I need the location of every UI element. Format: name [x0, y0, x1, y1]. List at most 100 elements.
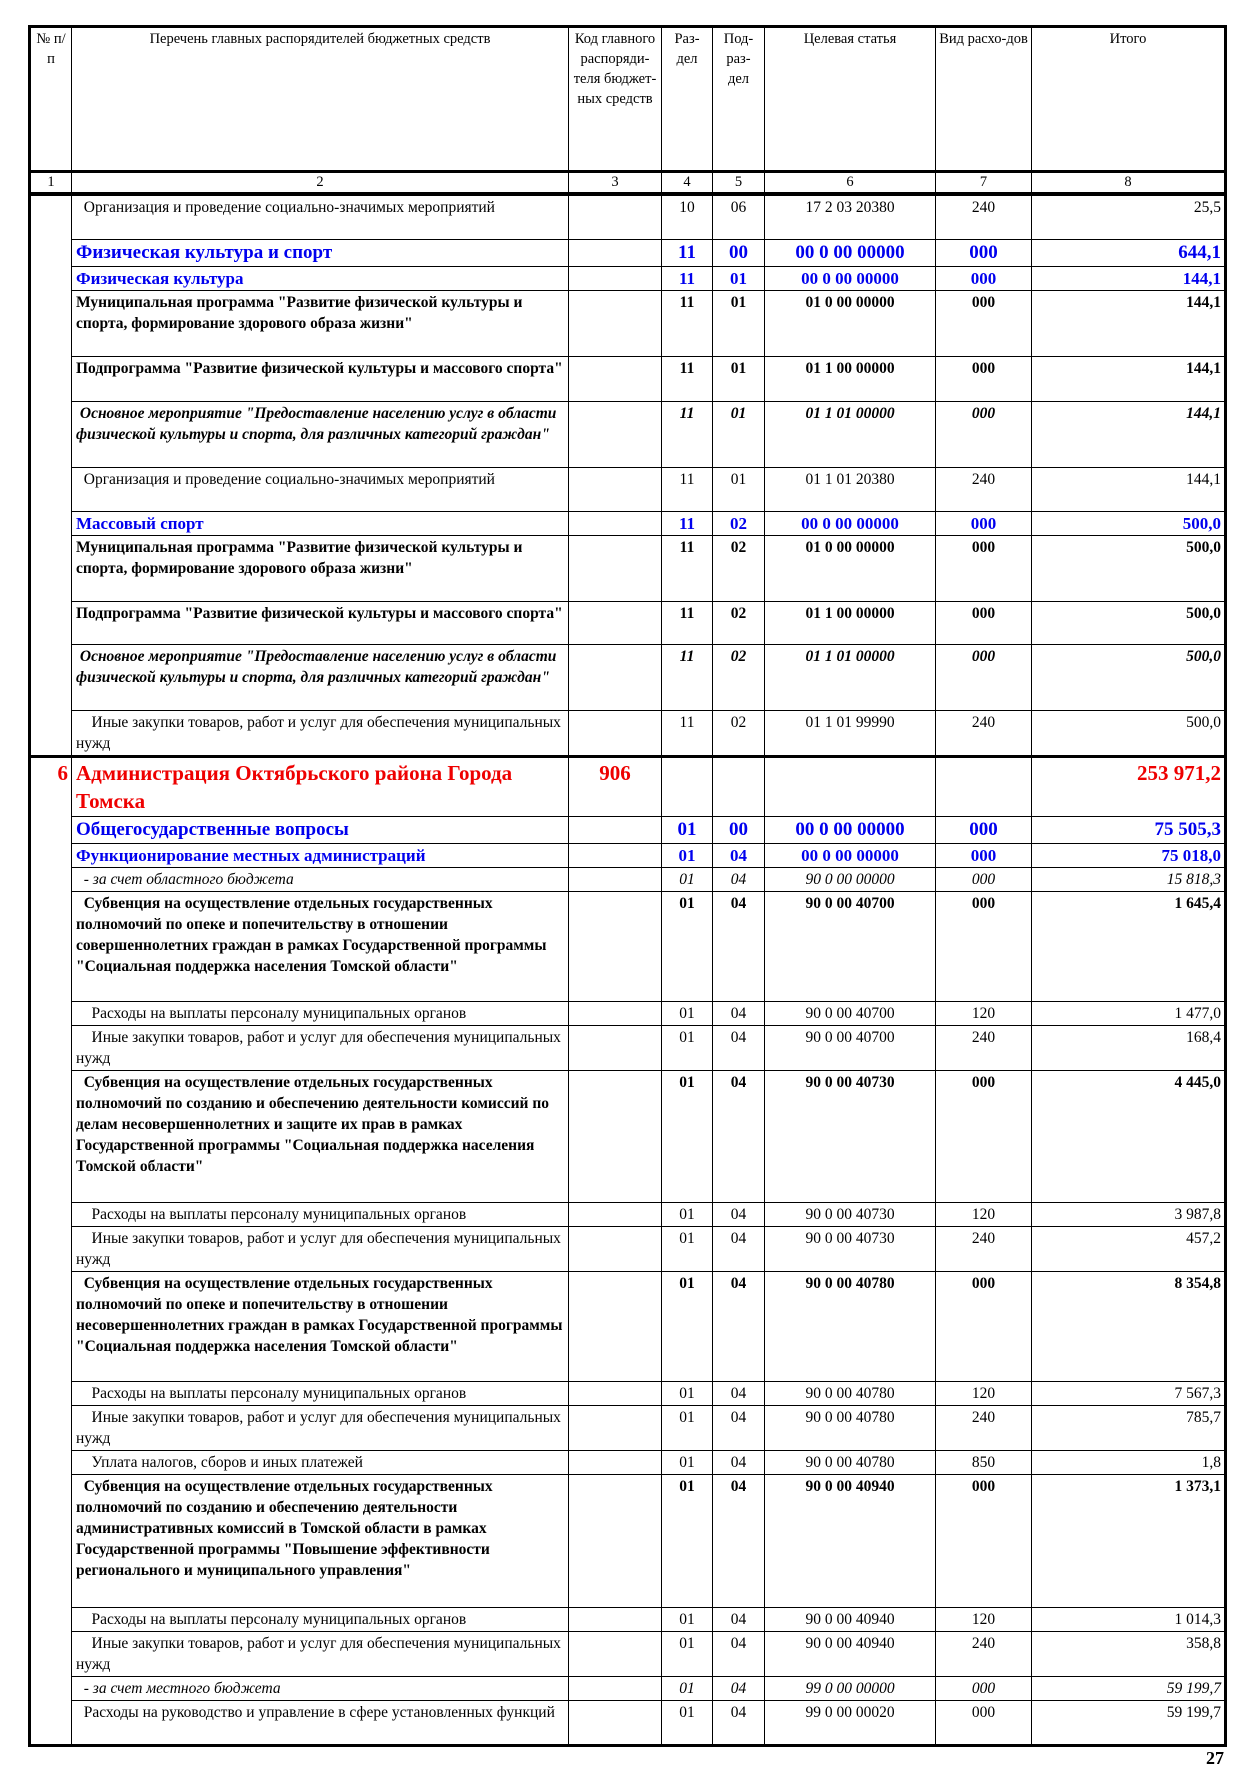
- table-row: Уплата налогов, сборов и иных платежей 01…: [29, 1450, 1226, 1475]
- row-name: Расходы на выплаты персоналу муниципальн…: [71, 1381, 569, 1406]
- row-name: Субвенция на осуществление отдельных гос…: [71, 1070, 569, 1203]
- table-body: Организация и проведение социально-значи…: [29, 193, 1226, 1746]
- row-article: 90 0 00 40700: [764, 1025, 936, 1071]
- row-code: [568, 1700, 662, 1746]
- table-row: Расходы на выплаты персоналу муниципальн…: [29, 1202, 1226, 1227]
- table-row: Подпрограмма "Развитие физической культу…: [29, 601, 1226, 645]
- row-podrazdel: 00: [712, 239, 765, 267]
- row-name: Организация и проведение социально-значи…: [71, 467, 569, 512]
- row-name: Субвенция на осуществление отдельных гос…: [71, 891, 569, 1002]
- page-number: 27: [1206, 1748, 1224, 1768]
- row-podrazdel: 04: [712, 1381, 765, 1406]
- row-article: 90 0 00 40730: [764, 1070, 936, 1203]
- row-razdel: 01: [661, 1700, 713, 1746]
- row-total: 3 987,8: [1031, 1202, 1226, 1227]
- row-name: Субвенция на осуществление отдельных гос…: [71, 1271, 569, 1382]
- row-total: 644,1: [1031, 239, 1226, 267]
- row-razdel: 01: [661, 1607, 713, 1632]
- col-number: 6: [764, 170, 936, 196]
- row-podrazdel: 01: [712, 356, 765, 402]
- row-total: 144,1: [1031, 266, 1226, 291]
- row-podrazdel: 04: [712, 1474, 765, 1608]
- row-razdel: 01: [661, 843, 713, 868]
- row-vid: 000: [935, 1271, 1032, 1382]
- row-total: 4 445,0: [1031, 1070, 1226, 1203]
- row-code: [568, 601, 662, 645]
- row-article: 00 0 00 00000: [764, 511, 936, 536]
- page-content: № п/п Перечень главных распорядителей бю…: [28, 25, 1227, 1768]
- row-article: 90 0 00 40730: [764, 1226, 936, 1272]
- row-total: 457,2: [1031, 1226, 1226, 1272]
- row-vid: 240: [935, 710, 1032, 757]
- row-razdel: 11: [661, 710, 713, 757]
- budget-table: № п/п Перечень главных распорядителей бю…: [28, 25, 1227, 1747]
- table-row: Субвенция на осуществление отдельных гос…: [29, 1474, 1226, 1608]
- table-row: Муниципальная программа "Развитие физиче…: [29, 535, 1226, 602]
- row-article: 00 0 00 00000: [764, 266, 936, 291]
- row-podrazdel: [712, 755, 765, 817]
- table-row: Расходы на выплаты персоналу муниципальн…: [29, 1607, 1226, 1632]
- row-number: [29, 1607, 72, 1632]
- col-number: 1: [29, 170, 72, 196]
- row-name: Функционирование местных администраций: [71, 843, 569, 868]
- row-razdel: 01: [661, 1474, 713, 1608]
- row-vid: 000: [935, 239, 1032, 267]
- header-row: № п/п Перечень главных распорядителей бю…: [29, 26, 1226, 172]
- table-row: Расходы на выплаты персоналу муниципальн…: [29, 1001, 1226, 1026]
- row-total: 144,1: [1031, 290, 1226, 357]
- row-code: [568, 290, 662, 357]
- row-razdel: 01: [661, 867, 713, 892]
- table-row: 6 Администрация Октябрьского района Город…: [29, 755, 1226, 817]
- row-podrazdel: 04: [712, 1001, 765, 1026]
- row-razdel: 01: [661, 816, 713, 844]
- row-article: 00 0 00 00000: [764, 816, 936, 844]
- row-name: Расходы на выплаты персоналу муниципальн…: [71, 1607, 569, 1632]
- row-vid: 000: [935, 356, 1032, 402]
- col-header-vid: Вид расхо-дов: [935, 26, 1032, 172]
- row-podrazdel: 04: [712, 1070, 765, 1203]
- table-row: Физическая культура и спорт 11 00 00 0 00 0…: [29, 239, 1226, 267]
- row-code: [568, 1202, 662, 1227]
- row-total: 144,1: [1031, 401, 1226, 468]
- row-article: 01 1 01 00000: [764, 401, 936, 468]
- row-razdel: 01: [661, 1226, 713, 1272]
- row-vid: 000: [935, 1676, 1032, 1701]
- row-number: [29, 601, 72, 645]
- row-razdel: 11: [661, 535, 713, 602]
- table-row: Иные закупки товаров, работ и услуг для …: [29, 1631, 1226, 1677]
- row-code: [568, 356, 662, 402]
- row-vid: 240: [935, 1405, 1032, 1451]
- row-name: Подпрограмма "Развитие физической культу…: [71, 601, 569, 645]
- row-total: 168,4: [1031, 1025, 1226, 1071]
- row-code: [568, 1450, 662, 1475]
- row-code: [568, 816, 662, 844]
- row-razdel: 11: [661, 511, 713, 536]
- table-row: Иные закупки товаров, работ и услуг для …: [29, 710, 1226, 757]
- row-name: - за счет областного бюджета: [71, 867, 569, 892]
- row-code: [568, 891, 662, 1002]
- col-number: 5: [712, 170, 765, 196]
- table-row: Организация и проведение социально-значи…: [29, 193, 1226, 240]
- row-code: [568, 1271, 662, 1382]
- row-razdel: 01: [661, 1405, 713, 1451]
- row-podrazdel: 01: [712, 401, 765, 468]
- col-header-podrazdel: Под-раз-дел: [712, 26, 765, 172]
- row-podrazdel: 02: [712, 535, 765, 602]
- col-number: 2: [71, 170, 569, 196]
- row-razdel: 01: [661, 891, 713, 1002]
- row-name: Иные закупки товаров, работ и услуг для …: [71, 1226, 569, 1272]
- row-name: Муниципальная программа "Развитие физиче…: [71, 535, 569, 602]
- row-vid: 240: [935, 1025, 1032, 1071]
- row-article: 90 0 00 40780: [764, 1450, 936, 1475]
- row-total: 500,0: [1031, 511, 1226, 536]
- row-podrazdel: 06: [712, 193, 765, 240]
- row-number: [29, 1631, 72, 1677]
- row-podrazdel: 02: [712, 644, 765, 711]
- table-row: Иные закупки товаров, работ и услуг для …: [29, 1405, 1226, 1451]
- row-article: 90 0 00 40780: [764, 1271, 936, 1382]
- row-podrazdel: 04: [712, 867, 765, 892]
- row-code: [568, 266, 662, 291]
- row-code: [568, 511, 662, 536]
- row-vid: 000: [935, 816, 1032, 844]
- row-vid: 850: [935, 1450, 1032, 1475]
